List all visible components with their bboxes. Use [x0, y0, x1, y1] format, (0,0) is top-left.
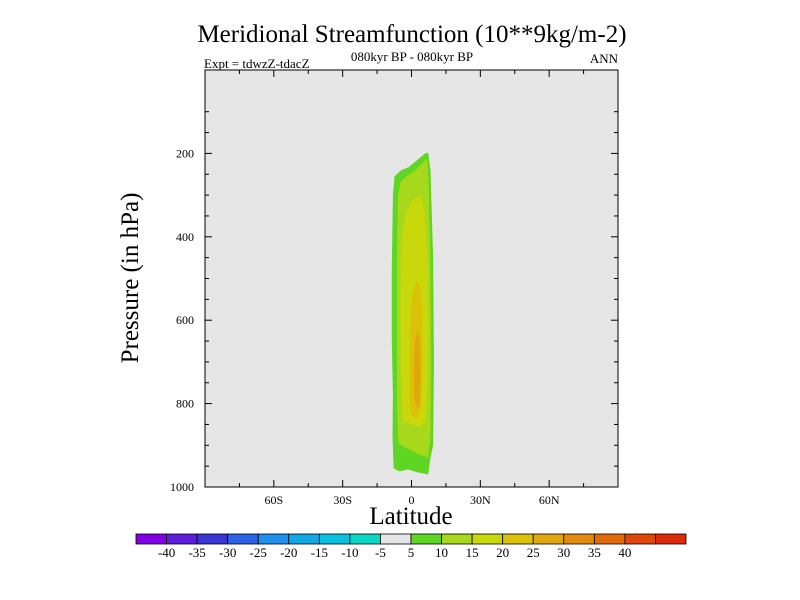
colorbar-swatch — [380, 533, 412, 545]
colorbar-label: 20 — [496, 545, 509, 560]
colorbar-swatch — [502, 533, 534, 545]
season-label: ANN — [590, 51, 619, 66]
chart-subtitle: 080kyr BP - 080kyr BP — [351, 49, 473, 64]
colorbar-swatch — [563, 533, 595, 545]
colorbar-label: 25 — [527, 545, 540, 560]
y-axis-label: Pressure (in hPa) — [117, 193, 144, 364]
colorbar-swatch — [655, 533, 687, 545]
x-axis-label: Latitude — [369, 503, 452, 530]
colorbar-swatch — [135, 533, 167, 545]
colorbar: -40 -35 -30 -25 -20 -15 -10 -5 5 10 15 20 25 30 35 40 — [135, 533, 687, 560]
colorbar-swatch — [349, 533, 381, 545]
y-tick-label: 800 — [176, 397, 194, 411]
colorbar-swatch — [532, 533, 565, 545]
colorbar-label: 10 — [435, 545, 448, 560]
axis-ticks — [205, 70, 618, 487]
colorbar-label: -20 — [280, 545, 297, 560]
colorbar-swatch — [624, 533, 656, 545]
colorbar-swatch — [410, 533, 442, 545]
colorbar-label: -5 — [375, 545, 386, 560]
colorbar-swatch — [257, 533, 290, 545]
colorbar-label: -25 — [250, 545, 267, 560]
colorbar-label: -30 — [219, 545, 236, 560]
axis-tick-labels: 60S 30S 0 30N 60N 200 400 600 800 1000 — [170, 146, 560, 507]
y-tick-label: 400 — [176, 230, 194, 244]
colorbar-label: -10 — [341, 545, 358, 560]
colorbar-swatch — [593, 533, 626, 545]
colorbar-label: 5 — [408, 545, 415, 560]
colorbar-swatch — [471, 533, 504, 545]
colorbar-label: 35 — [588, 545, 601, 560]
contour-fill-level-25 — [413, 328, 421, 410]
expt-label: Expt = tdwzZ-tdacZ — [204, 56, 310, 71]
colorbar-swatch — [441, 533, 473, 545]
x-tick-label: 30N — [470, 493, 491, 507]
colorbar-swatch — [227, 533, 259, 545]
chart-title: Meridional Streamfunction (10**9kg/m-2) — [197, 21, 626, 48]
x-tick-label: 60S — [264, 493, 283, 507]
x-tick-label: 60N — [539, 493, 560, 507]
colorbar-label: -40 — [158, 545, 175, 560]
x-tick-label: 30S — [333, 493, 352, 507]
colorbar-label: -15 — [311, 545, 328, 560]
y-tick-label: 600 — [176, 313, 194, 327]
colorbar-label: 30 — [557, 545, 570, 560]
colorbar-label: 40 — [618, 545, 631, 560]
colorbar-swatch — [196, 533, 229, 545]
colorbar-label: -35 — [188, 545, 205, 560]
y-tick-label: 200 — [176, 146, 194, 160]
x-tick-label: 0 — [409, 493, 415, 507]
colorbar-swatch — [166, 533, 198, 545]
y-tick-label: 1000 — [170, 480, 194, 494]
colorbar-swatch — [318, 533, 351, 545]
contour-fills — [391, 152, 434, 475]
colorbar-swatch — [288, 533, 320, 545]
colorbar-label: 15 — [466, 545, 479, 560]
